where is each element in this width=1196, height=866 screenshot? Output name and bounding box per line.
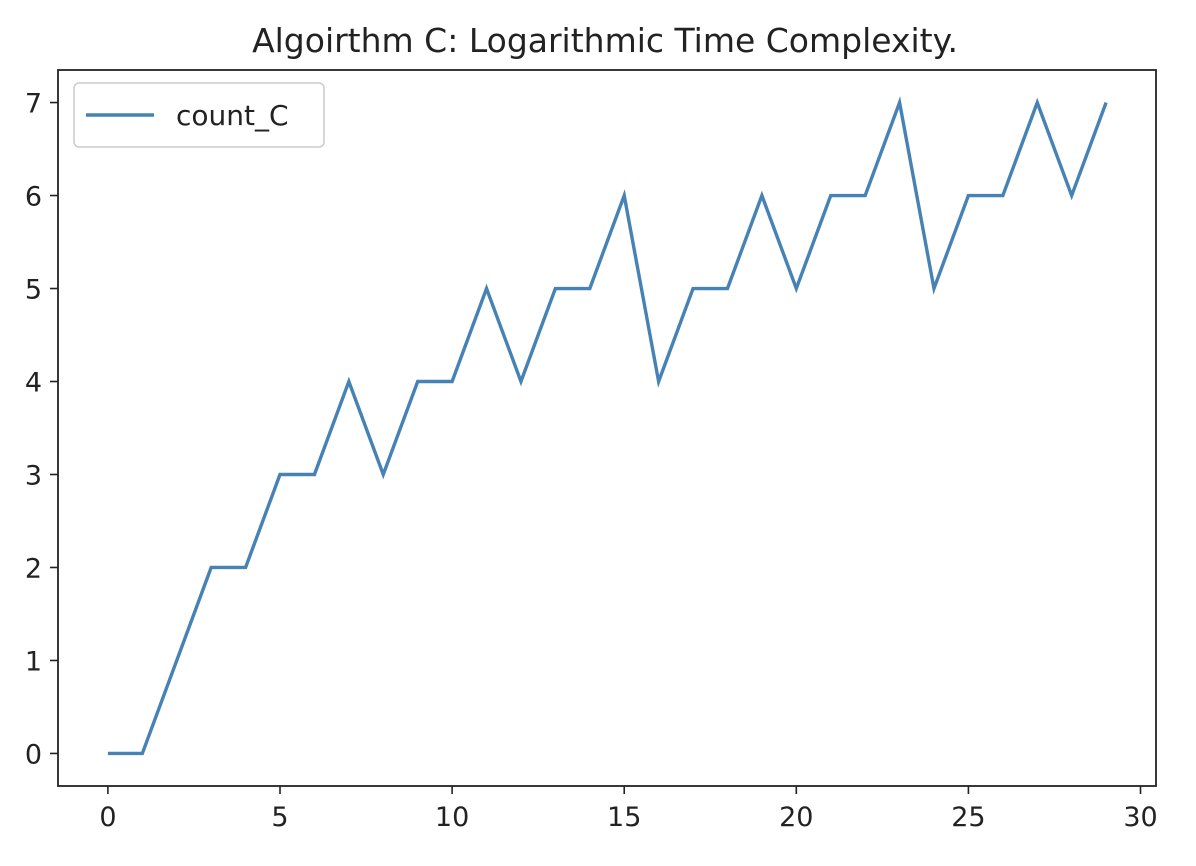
legend-box	[73, 82, 325, 148]
y-tick-label: 1	[25, 646, 42, 677]
plot-area	[107, 96, 1108, 756]
y-tick-label: 4	[25, 368, 42, 399]
legend: count_C	[73, 82, 325, 148]
y-tick-label: 2	[25, 553, 42, 584]
x-tick-label: 5	[271, 802, 288, 833]
y-tick-label: 7	[25, 89, 42, 120]
plot-frame	[57, 69, 1157, 787]
x-tick-label: 20	[779, 802, 813, 833]
x-tick-label: 30	[1123, 802, 1157, 833]
chart-title: Algoirthm C: Logarithmic Time Complexity…	[252, 21, 958, 60]
x-tick-label: 10	[435, 802, 469, 833]
y-tick-label: 5	[25, 275, 42, 306]
legend-label: count_C	[176, 99, 289, 132]
y-tick-label: 6	[25, 182, 42, 213]
x-tick-label: 15	[607, 802, 641, 833]
series-line-count_C	[107, 96, 1108, 756]
y-tick-label: 0	[25, 739, 42, 770]
x-tick-label: 25	[951, 802, 985, 833]
x-tick-label: 0	[99, 802, 116, 833]
axes: 0 5 10 15 20 25 30 0 1 2 3 4 5 6 7	[25, 69, 1158, 833]
y-tick-label: 3	[25, 460, 42, 491]
